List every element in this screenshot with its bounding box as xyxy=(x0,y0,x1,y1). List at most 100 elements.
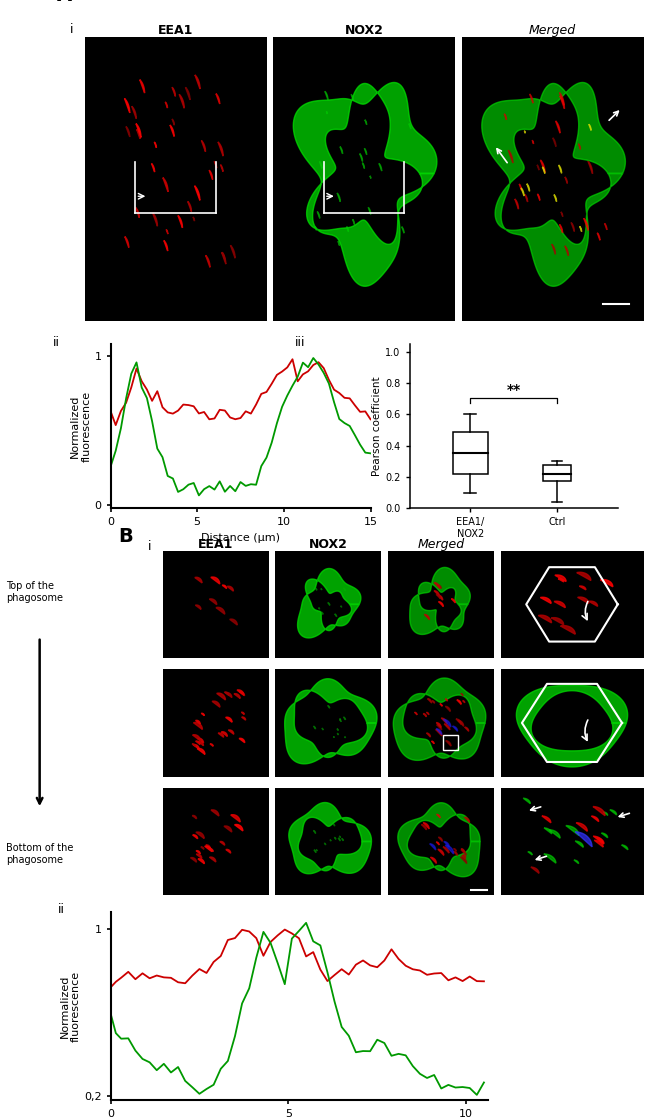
Polygon shape xyxy=(196,720,200,724)
Polygon shape xyxy=(341,619,342,620)
Polygon shape xyxy=(196,855,202,858)
Polygon shape xyxy=(532,141,534,144)
Polygon shape xyxy=(178,216,183,228)
Polygon shape xyxy=(604,223,607,230)
Polygon shape xyxy=(196,832,204,839)
Polygon shape xyxy=(216,694,226,700)
Polygon shape xyxy=(193,217,194,221)
Polygon shape xyxy=(325,92,328,99)
Text: ii: ii xyxy=(53,335,60,349)
Polygon shape xyxy=(438,849,444,856)
Polygon shape xyxy=(192,735,200,741)
Polygon shape xyxy=(242,717,246,720)
Polygon shape xyxy=(226,849,231,853)
Polygon shape xyxy=(560,93,564,105)
Polygon shape xyxy=(340,719,341,722)
Polygon shape xyxy=(589,601,597,607)
Polygon shape xyxy=(192,834,198,839)
Polygon shape xyxy=(188,201,192,211)
Polygon shape xyxy=(314,850,316,852)
Polygon shape xyxy=(192,744,195,746)
Polygon shape xyxy=(593,806,605,815)
Polygon shape xyxy=(202,714,204,716)
Polygon shape xyxy=(542,815,551,823)
Polygon shape xyxy=(508,150,513,163)
Polygon shape xyxy=(226,693,232,697)
Polygon shape xyxy=(239,691,244,696)
Polygon shape xyxy=(298,569,361,638)
Polygon shape xyxy=(293,83,437,286)
Polygon shape xyxy=(237,690,244,695)
Polygon shape xyxy=(211,577,220,584)
Polygon shape xyxy=(166,229,168,235)
Bar xyxy=(453,431,488,474)
Polygon shape xyxy=(432,700,435,704)
Title: NOX2: NOX2 xyxy=(309,537,348,551)
Text: i: i xyxy=(70,22,73,36)
Polygon shape xyxy=(594,840,603,847)
Text: Top of the
phagosome: Top of the phagosome xyxy=(6,581,64,603)
Polygon shape xyxy=(424,614,430,620)
Title: EEA1: EEA1 xyxy=(158,23,193,37)
Polygon shape xyxy=(342,839,343,841)
Polygon shape xyxy=(589,124,591,131)
Polygon shape xyxy=(333,823,335,827)
Polygon shape xyxy=(551,618,564,624)
Polygon shape xyxy=(330,840,331,841)
Polygon shape xyxy=(228,731,234,734)
Polygon shape xyxy=(172,120,174,125)
Polygon shape xyxy=(430,857,436,863)
Polygon shape xyxy=(334,838,336,839)
Polygon shape xyxy=(153,213,157,227)
Text: A: A xyxy=(57,0,72,4)
Polygon shape xyxy=(458,720,463,726)
Polygon shape xyxy=(196,851,200,853)
Polygon shape xyxy=(423,714,426,717)
Polygon shape xyxy=(610,810,617,815)
Text: **: ** xyxy=(506,383,521,397)
Polygon shape xyxy=(321,589,322,590)
Polygon shape xyxy=(578,598,589,603)
Polygon shape xyxy=(560,225,563,233)
Polygon shape xyxy=(224,825,232,832)
Polygon shape xyxy=(555,575,566,582)
Polygon shape xyxy=(218,142,223,156)
Text: B: B xyxy=(118,527,133,546)
Polygon shape xyxy=(196,605,201,610)
Polygon shape xyxy=(365,149,367,155)
Polygon shape xyxy=(211,810,219,817)
Polygon shape xyxy=(565,176,567,183)
Polygon shape xyxy=(220,164,223,172)
Polygon shape xyxy=(436,728,442,735)
Polygon shape xyxy=(552,245,555,255)
Polygon shape xyxy=(216,94,220,104)
Polygon shape xyxy=(571,222,575,231)
Polygon shape xyxy=(163,178,168,192)
Polygon shape xyxy=(437,814,440,818)
Polygon shape xyxy=(528,851,532,855)
Polygon shape xyxy=(328,602,330,605)
Polygon shape xyxy=(554,601,566,608)
Polygon shape xyxy=(578,144,580,150)
Polygon shape xyxy=(588,161,593,174)
Polygon shape xyxy=(549,830,560,838)
Polygon shape xyxy=(140,79,144,93)
Polygon shape xyxy=(346,227,348,231)
Polygon shape xyxy=(452,726,458,732)
Polygon shape xyxy=(445,706,450,712)
Polygon shape xyxy=(222,252,226,264)
Polygon shape xyxy=(210,744,213,746)
Y-axis label: Pearson coefficient: Pearson coefficient xyxy=(372,376,382,476)
Polygon shape xyxy=(315,227,317,230)
Polygon shape xyxy=(198,738,203,743)
Polygon shape xyxy=(125,237,129,248)
Polygon shape xyxy=(214,161,216,169)
Title: Merged: Merged xyxy=(417,537,465,551)
Polygon shape xyxy=(224,693,229,695)
Polygon shape xyxy=(446,741,451,746)
Polygon shape xyxy=(319,162,322,169)
Polygon shape xyxy=(201,847,204,849)
Polygon shape xyxy=(437,725,441,729)
Polygon shape xyxy=(580,227,582,231)
Polygon shape xyxy=(561,212,563,217)
